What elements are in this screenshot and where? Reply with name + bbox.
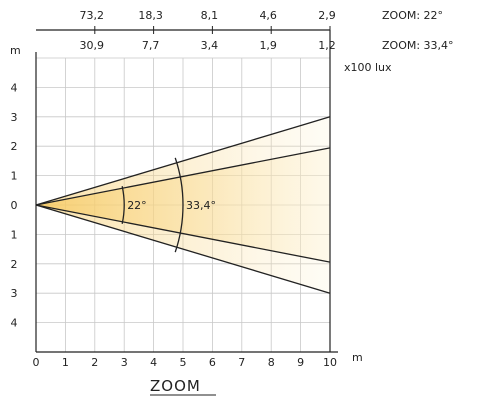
lux-value: 4,6 xyxy=(259,9,277,22)
y-tick-label: 1 xyxy=(11,170,18,183)
beam-angle-arc xyxy=(174,157,184,253)
beam-angle-arc xyxy=(121,186,125,224)
x-tick-label: 4 xyxy=(150,356,157,369)
x-tick-label: 2 xyxy=(91,356,98,369)
x-tick-label: 10 xyxy=(323,356,337,369)
beam-edge-upper xyxy=(35,116,331,206)
lux-value: 1,9 xyxy=(259,39,277,52)
x-tick-label: 8 xyxy=(268,356,275,369)
diagram-title: ZOOM xyxy=(150,377,201,395)
y-tick-label: 1 xyxy=(11,228,18,241)
y-tick-label: 4 xyxy=(11,81,18,94)
x-tick-label: 5 xyxy=(180,356,187,369)
lux-value: 3,4 xyxy=(201,39,219,52)
x-tick-label: 6 xyxy=(209,356,216,369)
y-tick-label: 2 xyxy=(11,258,18,271)
beam-edge-lower xyxy=(35,204,331,294)
y-unit-label: m xyxy=(10,44,21,57)
x-tick-label: 0 xyxy=(33,356,40,369)
lux-value: 18,3 xyxy=(138,9,163,22)
beams: 22° 33,4° xyxy=(35,116,331,294)
y-tick-label: 2 xyxy=(11,140,18,153)
lux-value: 1,2 xyxy=(318,39,336,52)
lux-value: 2,9 xyxy=(318,9,336,22)
y-tick-label: 0 xyxy=(11,199,18,212)
lux-unit-label: x100 lux xyxy=(344,61,392,74)
beam-angle-label: 22° xyxy=(127,199,147,212)
x-tick-label: 3 xyxy=(121,356,128,369)
x-tick-label: 7 xyxy=(238,356,245,369)
beam-angle-label: 33,4° xyxy=(186,199,216,212)
lux-value: 30,9 xyxy=(80,39,105,52)
top-scales: 73,2 18,3 8,1 4,6 2,9 30,9 7,7 3,4 1,9 1,2 xyxy=(36,9,336,52)
x-unit-label: m xyxy=(352,351,363,364)
lux-value: 7,7 xyxy=(142,39,160,52)
zoom-22-label: ZOOM: 22° xyxy=(382,9,443,22)
y-tick-label: 4 xyxy=(11,317,18,330)
x-tick-label: 9 xyxy=(297,356,304,369)
zoom-33-label: ZOOM: 33,4° xyxy=(382,39,454,52)
lux-value: 8,1 xyxy=(201,9,219,22)
y-tick-label: 3 xyxy=(11,111,18,124)
y-tick-label: 3 xyxy=(11,287,18,300)
beam-edge-upper xyxy=(35,147,331,206)
x-tick-label: 1 xyxy=(62,356,69,369)
lux-value: 73,2 xyxy=(80,9,105,22)
beam-edge-lower xyxy=(35,204,331,263)
